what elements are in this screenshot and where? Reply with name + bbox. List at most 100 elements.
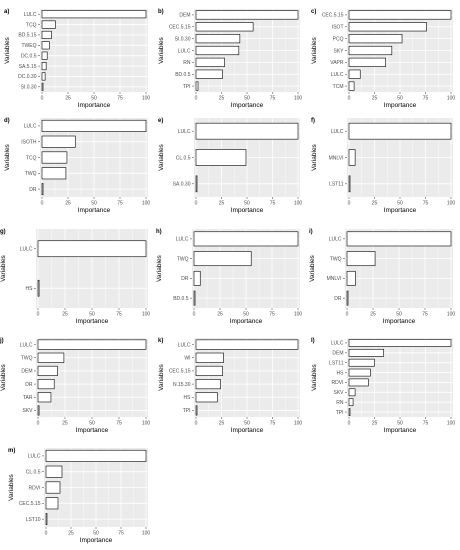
panel-j-ytick-label: TWQ: [21, 356, 33, 362]
panel-g-xtick-label: 75: [116, 312, 122, 318]
panel-d-ylabel: Variables: [4, 143, 11, 170]
panel-j-bar-tar: [37, 392, 52, 403]
panel-j-xlabel: Importance: [76, 427, 109, 434]
panel-d-ytick-label: DR: [29, 187, 37, 193]
panel-l-ylabel: Variables: [311, 363, 318, 390]
panel-a-ytick-label: DC.0.30: [18, 74, 37, 80]
panel-b-bar-bd-0-5: [195, 69, 223, 79]
panel-b-xtick-label: 50: [244, 96, 250, 102]
panel-g-ylabel: Variables: [0, 254, 7, 281]
panel-b-xtick-label: 100: [294, 96, 303, 102]
panel-m-xtick-label: 50: [93, 531, 99, 537]
panel-k-bar-n-15-30: [195, 379, 221, 390]
panel-c-ylabel: Variables: [311, 36, 318, 63]
panel-j-xtick-label: 0: [37, 421, 40, 427]
panel-c-xtick-label: 0: [348, 96, 351, 102]
panel-d-bar-isoth: [41, 135, 76, 148]
panel-d-xtick-label: 25: [65, 201, 71, 207]
panel-j-ytick-label: DR: [25, 382, 33, 388]
panel-l-xlabel: Importance: [384, 427, 417, 434]
panel-b-ytick-label: DEM: [179, 13, 190, 19]
panel-h-ytick-label: BD.0.5: [173, 296, 189, 302]
panel-c-ytick-label: VAPR: [330, 60, 344, 66]
panel-l-ytick-label: RDVI: [332, 380, 344, 386]
panel-i-ytick-label: TWQ: [330, 256, 342, 262]
panel-a-ytick-label: TCQ: [26, 22, 37, 28]
panel-a-xlabel: Importance: [78, 102, 111, 109]
panel-h-xtick-label: 75: [269, 312, 275, 318]
panel-f-bar-mnlvi: [348, 149, 356, 166]
panel-j-ytick-label: TAR: [23, 395, 33, 401]
panel-e-xtick-label: 75: [270, 201, 276, 207]
panel-k-ytick-label: TPI: [183, 408, 191, 414]
panel-l-ytick-label: LULC: [331, 341, 344, 347]
panel-j-bar-twq: [37, 352, 65, 363]
panel-c-ytick-label: SKY: [333, 48, 344, 54]
panel-k-xlabel: Importance: [231, 427, 264, 434]
panel-k-bar-wi: [195, 352, 224, 363]
panel-e-ytick-label: CL.0.5: [176, 155, 191, 161]
panel-g-bar-lulc: [37, 240, 147, 258]
panel-i-ylabel: Variables: [309, 254, 316, 281]
panel-i-ytick-label: DR: [334, 296, 342, 302]
panel-m-bar-rdvi: [45, 481, 61, 494]
panel-e-xtick-label: 0: [195, 201, 198, 207]
panel-m-xlabel: Importance: [80, 537, 113, 544]
panel-a-ytick-label: SA.5.15: [19, 64, 37, 70]
panel-c-bar-pcq: [348, 34, 403, 44]
panel-j-bar-dr: [37, 379, 55, 390]
panel-l-ytick-label: LST11: [329, 360, 344, 366]
panel-h-bar-twq: [193, 251, 252, 267]
panel-b-xtick-label: 25: [219, 96, 225, 102]
panel-b-ytick-label: RN: [183, 60, 191, 66]
panel-h-xtick-label: 0: [193, 312, 196, 318]
panel-a-bar-dc-0-30: [41, 72, 46, 81]
panel-m-xtick-label: 100: [142, 531, 151, 537]
panel-a-bar-dc-0-5: [41, 51, 48, 60]
panel-k-xtick-label: 50: [244, 421, 250, 427]
panel-d-xtick-label: 75: [117, 201, 123, 207]
panel-c-ytick-label: TCM: [333, 84, 344, 90]
panel-g-label: g): [0, 229, 6, 235]
panel-h-ytick-label: DR: [181, 276, 189, 282]
panel-k-xtick-label: 0: [195, 421, 198, 427]
panel-e-xtick-label: 100: [294, 201, 303, 207]
panel-a-ytick-label: DC.0.5: [21, 53, 37, 59]
panel-e-xtick-label: 50: [244, 201, 250, 207]
panel-l-ytick-label: HS: [337, 370, 345, 376]
panel-a-ytick-label: LULC: [24, 12, 37, 18]
panel-c-xtick-label: 25: [372, 96, 378, 102]
panel-j-bar-lulc: [37, 339, 147, 350]
panel-c-ytick-label: PCQ: [333, 36, 344, 42]
panel-b-bar-tpi: [195, 81, 199, 91]
panel-e-xlabel: Importance: [231, 207, 264, 214]
panel-k-xtick-label: 75: [270, 421, 276, 427]
panel-k-bar-cec-5-15: [195, 365, 223, 376]
panel-e-bar-cl-0-5: [195, 149, 247, 166]
panel-l-bar-dem: [348, 348, 384, 357]
panel-j-bar-skv: [37, 405, 40, 416]
panel-k-ytick-label: CEC.5.15: [169, 369, 191, 375]
panel-g-xtick-label: 50: [89, 312, 95, 318]
panel-j-ytick-label: DEM: [21, 369, 32, 375]
panel-h-xlabel: Importance: [230, 318, 263, 325]
panel-b-bar-lulc: [195, 45, 240, 56]
panel-k-ytick-label: HS: [184, 395, 192, 401]
panel-a-bar-sa-5-15: [41, 62, 47, 71]
panel-h-ytick-label: TWQ: [177, 256, 189, 262]
panel-h-ytick-label: LULC: [176, 237, 189, 243]
panel-l-label: l): [311, 338, 315, 344]
panel-c-label: c): [311, 9, 316, 15]
panel-a-xtick-label: 100: [142, 96, 151, 102]
panel-d-ytick-label: TWQ: [25, 171, 37, 177]
panel-m-xtick-label: 0: [45, 531, 48, 537]
panel-c-bar-sky: [348, 45, 393, 56]
panel-d-xlabel: Importance: [78, 207, 111, 214]
panel-b-ylabel: Variables: [158, 36, 165, 63]
panel-a-bar-tweq: [41, 41, 50, 50]
panel-e-bar-lulc: [195, 122, 299, 140]
panel-b-ytick-label: CEC.5.15: [169, 25, 191, 31]
panel-a-xtick-label: 75: [117, 96, 123, 102]
panel-f-xtick-label: 0: [348, 201, 351, 207]
